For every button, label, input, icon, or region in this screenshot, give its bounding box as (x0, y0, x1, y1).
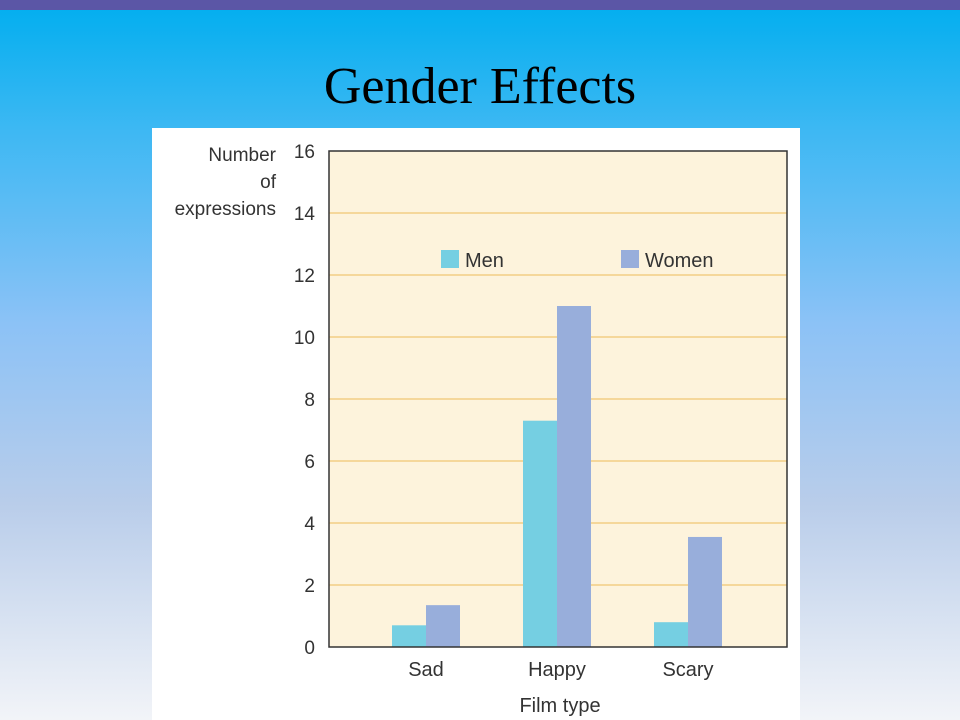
bar-women-sad (426, 605, 460, 647)
chart-panel: 0 2 4 6 8 10 12 14 16 Sad Happy Scary Men Women Num… (152, 128, 800, 720)
bar-men-sad (392, 625, 426, 647)
legend-swatch-men (441, 250, 459, 268)
y-tick-label: 12 (294, 266, 315, 287)
y-tick-label: 16 (294, 142, 315, 163)
bar-women-happy (557, 306, 591, 647)
y-axis-label: Number of expressions (175, 145, 277, 220)
x-category-labels: Sad Happy Scary (408, 659, 713, 681)
y-tick-label: 6 (304, 452, 315, 473)
legend-swatch-women (621, 250, 639, 268)
top-accent-bar (0, 0, 960, 10)
legend: Men Women (441, 250, 714, 272)
bar-women-scary (688, 536, 722, 647)
y-tick-label: 10 (294, 328, 315, 349)
y-tick-label: 2 (304, 576, 315, 597)
bar-chart: 0 2 4 6 8 10 12 14 16 Sad Happy Scary Men Women Num… (175, 142, 788, 717)
y-axis-label-line: expressions (175, 199, 276, 220)
y-axis-label-line: Number (208, 145, 276, 166)
legend-label-women: Women (645, 250, 714, 272)
y-tick-labels: 0 2 4 6 8 10 12 14 16 (294, 142, 316, 659)
x-axis-label: Film type (519, 695, 600, 717)
legend-label-men: Men (465, 250, 504, 272)
plot-frame (328, 150, 788, 648)
y-axis-label-line: of (260, 172, 277, 193)
x-category-label: Scary (662, 659, 713, 681)
bar-men-scary (654, 622, 688, 647)
x-category-label: Happy (528, 659, 586, 681)
x-category-label: Sad (408, 659, 444, 681)
y-tick-label: 14 (294, 204, 316, 225)
bar-men-happy (523, 420, 557, 647)
bars (392, 306, 722, 647)
y-tick-label: 0 (304, 638, 315, 659)
y-tick-label: 4 (304, 514, 315, 535)
slide-title: Gender Effects (323, 58, 637, 115)
y-tick-label: 8 (304, 390, 315, 411)
